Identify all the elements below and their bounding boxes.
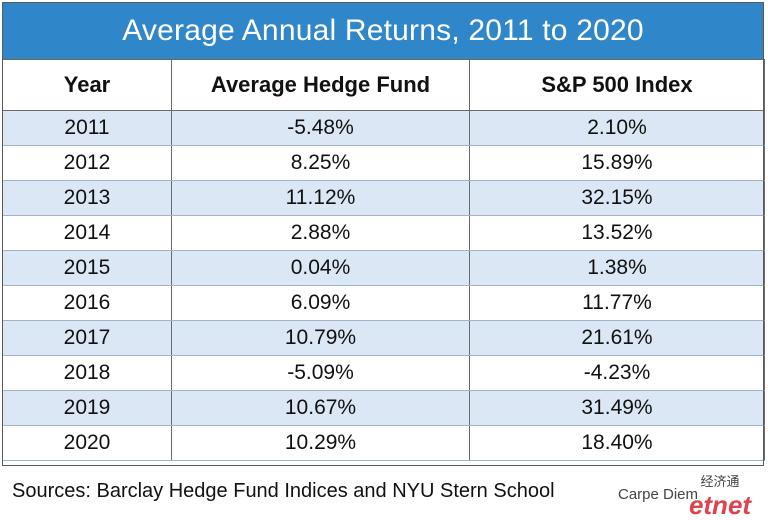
hedge-fund-cell: 10.29%	[171, 425, 470, 461]
year-cell: 2014	[2, 215, 172, 251]
sp500-cell: 32.15%	[469, 180, 765, 216]
hedge-fund-cell: -5.09%	[171, 355, 470, 391]
watermark-text: etnet	[689, 490, 752, 520]
table-row: 2011 -5.48% 2.10%	[2, 110, 765, 146]
svg-text:经济通: 经济通	[700, 475, 739, 490]
credit-label: Carpe Diem	[618, 486, 699, 503]
returns-table: Year Average Hedge Fund S&P 500 Index 20…	[2, 59, 765, 461]
year-cell: 2016	[2, 285, 172, 321]
hedge-fund-cell: 10.79%	[171, 320, 470, 356]
table-row: 2012 8.25% 15.89%	[2, 145, 765, 181]
sp500-cell: 18.40%	[469, 425, 765, 461]
hedge-fund-cell: 2.88%	[171, 215, 470, 251]
hedge-fund-cell: -5.48%	[171, 110, 470, 146]
sp500-cell: 21.61%	[469, 320, 765, 356]
year-cell: 2018	[2, 355, 172, 391]
header-row: Year Average Hedge Fund S&P 500 Index	[2, 59, 765, 111]
sources-note: Sources: Barclay Hedge Fund Indices and …	[12, 480, 555, 502]
sp500-cell: 2.10%	[469, 110, 765, 146]
sp500-cell: 15.89%	[469, 145, 765, 181]
sp500-cell: 11.77%	[469, 285, 765, 321]
year-cell: 2017	[2, 320, 172, 356]
column-header-hedge-fund: Average Hedge Fund	[171, 59, 470, 111]
sp500-cell: 1.38%	[469, 250, 765, 286]
sp500-cell: 31.49%	[469, 390, 765, 426]
year-cell: 2019	[2, 390, 172, 426]
column-header-year: Year	[2, 59, 172, 111]
table-row: 2016 6.09% 11.77%	[2, 285, 765, 321]
hedge-fund-cell: 10.67%	[171, 390, 470, 426]
table-row: 2020 10.29% 18.40%	[2, 425, 765, 461]
table-row: 2019 10.67% 31.49%	[2, 390, 765, 426]
table-title: Average Annual Returns, 2011 to 2020	[2, 2, 764, 59]
hedge-fund-cell: 11.12%	[171, 180, 470, 216]
table-row: 2014 2.88% 13.52%	[2, 215, 765, 251]
year-cell: 2020	[2, 425, 172, 461]
year-cell: 2012	[2, 145, 172, 181]
hedge-fund-cell: 6.09%	[171, 285, 470, 321]
table-row: 2015 0.04% 1.38%	[2, 250, 765, 286]
table-row: 2017 10.79% 21.61%	[2, 320, 765, 356]
hedge-fund-cell: 0.04%	[171, 250, 470, 286]
etnet-watermark-logo: 经济通 etnet	[689, 475, 752, 520]
sp500-cell: 13.52%	[469, 215, 765, 251]
table-frame	[2, 2, 764, 466]
